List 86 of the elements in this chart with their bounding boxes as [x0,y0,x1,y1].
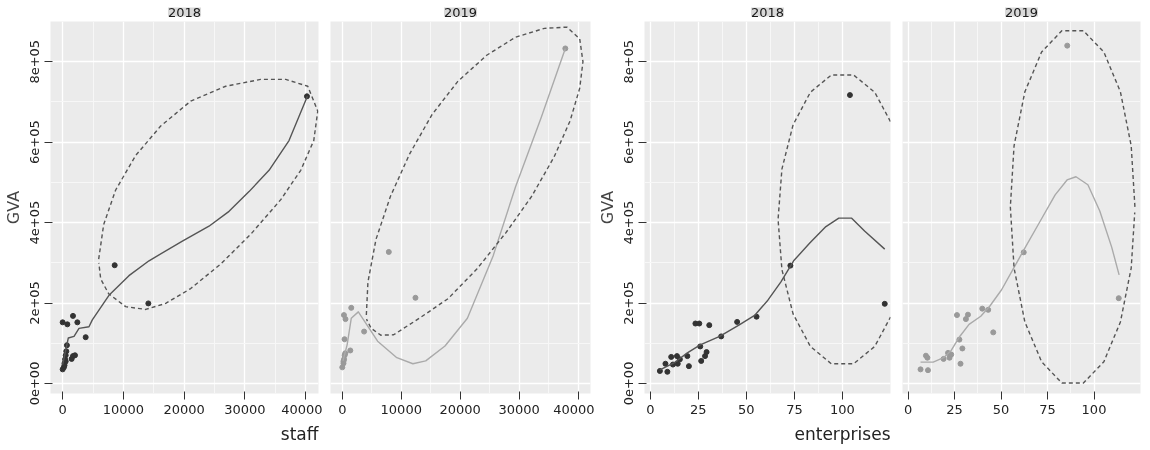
point [753,313,760,320]
x-tick-label: 0 [646,401,655,417]
point [881,300,888,307]
x-tick-label: 10000 [380,401,422,417]
y-tick-label: 4e+05 [27,200,43,245]
point [82,334,89,341]
point [702,353,709,360]
point [1115,295,1122,302]
point [59,319,66,326]
x-tick-label: 100 [1081,401,1107,417]
chart-title: 2018 [167,4,202,20]
x-tick-label: 30000 [498,401,540,417]
point [685,363,692,370]
y-tick-label: 0e+00 [621,361,637,406]
point [385,248,392,255]
y-tick-label: 8e+05 [27,39,43,84]
x-tick-label: 100 [830,401,855,417]
x-tick-label: 40000 [281,401,323,417]
y-tick-label: 6e+05 [621,120,637,164]
point [917,366,924,373]
y-tick-label: 6e+05 [27,120,43,164]
point [684,353,691,360]
point [562,45,569,52]
point [303,93,310,100]
point [734,318,741,325]
point [347,347,354,354]
y-tick-label: 0e+00 [27,361,43,406]
point [924,367,931,374]
point [985,306,992,313]
point [348,304,355,311]
point [962,316,969,323]
point [1064,42,1071,49]
x-tick-label: 25 [946,401,963,417]
x-tick-label: 30000 [224,401,266,417]
x-tick-label: 0 [903,401,913,417]
point [111,262,118,269]
x-tick-label: 50 [992,401,1010,417]
x-tick-label: 40000 [553,401,595,417]
point [342,316,349,323]
y-tick-label: 8e+05 [621,39,637,84]
point [361,328,368,335]
point [662,360,669,367]
point [63,342,70,349]
point [145,300,152,307]
x-axis-title: staff [280,423,320,444]
y-tick-label: 4e+05 [621,200,637,245]
point [664,368,671,375]
point [846,92,853,99]
point [692,320,699,327]
point [340,312,347,319]
point [656,367,663,374]
x-tick-label: 20000 [439,401,481,417]
x-tick-label: 0 [338,401,347,417]
point [674,360,681,367]
x-tick-label: 10000 [102,401,145,417]
point [956,336,963,343]
y-axis-title: GVA [597,190,617,225]
point [703,349,710,356]
x-tick-label: 20000 [163,401,205,417]
point [698,357,705,364]
point [957,360,964,367]
point [341,336,348,343]
point [69,312,76,319]
x-tick-label: 25 [690,401,707,417]
chart-title: 2018 [750,4,785,20]
point [696,320,703,327]
y-tick-label: 2e+05 [621,281,637,325]
point [953,312,960,319]
chart-title: 2019 [443,4,478,20]
y-axis-title: GVA [3,190,23,225]
y-tick-label: 2e+05 [27,281,43,325]
x-tick-label: 75 [786,401,803,417]
point [706,322,713,329]
point [959,345,966,352]
point [64,321,71,328]
x-axis-title: enterprises [794,423,891,444]
point [668,353,675,360]
x-tick-label: 0 [58,401,67,417]
point [990,329,997,336]
point [74,319,81,326]
chart-title: 2019 [1004,4,1039,20]
point [412,294,419,301]
point [979,305,986,312]
x-tick-label: 50 [738,401,755,417]
x-tick-label: 75 [1039,401,1056,417]
point [964,311,971,318]
